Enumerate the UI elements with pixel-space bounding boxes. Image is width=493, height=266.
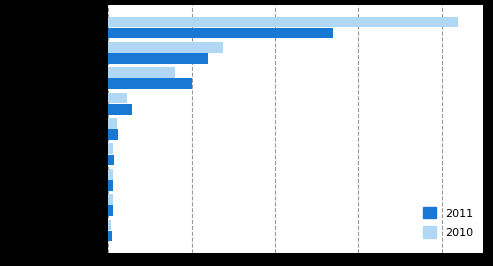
Bar	[108, 169, 112, 180]
Bar	[108, 16, 458, 27]
Bar	[108, 53, 209, 64]
Bar	[108, 205, 112, 216]
Bar	[108, 42, 223, 53]
Bar	[108, 180, 112, 191]
Bar	[108, 78, 192, 89]
Legend: 2011, 2010: 2011, 2010	[419, 203, 478, 242]
Bar	[108, 155, 114, 165]
Bar	[108, 28, 333, 38]
Bar	[108, 129, 118, 140]
Bar	[108, 67, 175, 78]
Bar	[108, 93, 127, 103]
Bar	[108, 194, 112, 205]
Bar	[108, 143, 113, 154]
Bar	[108, 220, 111, 230]
Bar	[108, 104, 132, 115]
Bar	[108, 118, 117, 129]
Bar	[108, 231, 112, 242]
